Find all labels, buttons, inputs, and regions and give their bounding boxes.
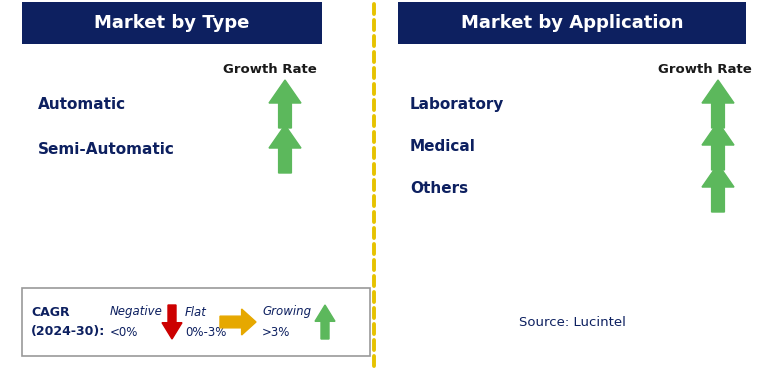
Text: Medical: Medical [410,138,476,153]
Text: 0%-3%: 0%-3% [185,325,227,338]
Polygon shape [702,164,734,212]
Polygon shape [162,305,182,339]
Bar [22,288,370,356]
Text: Market by Type: Market by Type [94,14,250,32]
Polygon shape [269,80,301,128]
Polygon shape [220,309,256,335]
Text: <0%: <0% [110,325,138,338]
Text: Growth Rate: Growth Rate [223,62,317,76]
Text: Others: Others [410,181,468,196]
Text: Growth Rate: Growth Rate [658,62,752,76]
Polygon shape [269,125,301,173]
Text: (2024-30):: (2024-30): [31,325,105,337]
Polygon shape [702,122,734,170]
Polygon shape [315,305,335,339]
Text: Negative: Negative [110,306,163,319]
Text: Semi-Automatic: Semi-Automatic [38,141,175,156]
Text: Growing: Growing [262,306,311,319]
Text: Automatic: Automatic [38,96,126,111]
Text: >3%: >3% [262,325,290,338]
Text: Laboratory: Laboratory [410,96,505,111]
Text: Source: Lucintel: Source: Lucintel [518,316,625,328]
Bar [22,2,322,44]
Text: Market by Application: Market by Application [461,14,684,32]
Polygon shape [702,80,734,128]
Bar [398,2,746,44]
Text: Flat: Flat [185,306,207,319]
Text: CAGR: CAGR [31,307,70,319]
